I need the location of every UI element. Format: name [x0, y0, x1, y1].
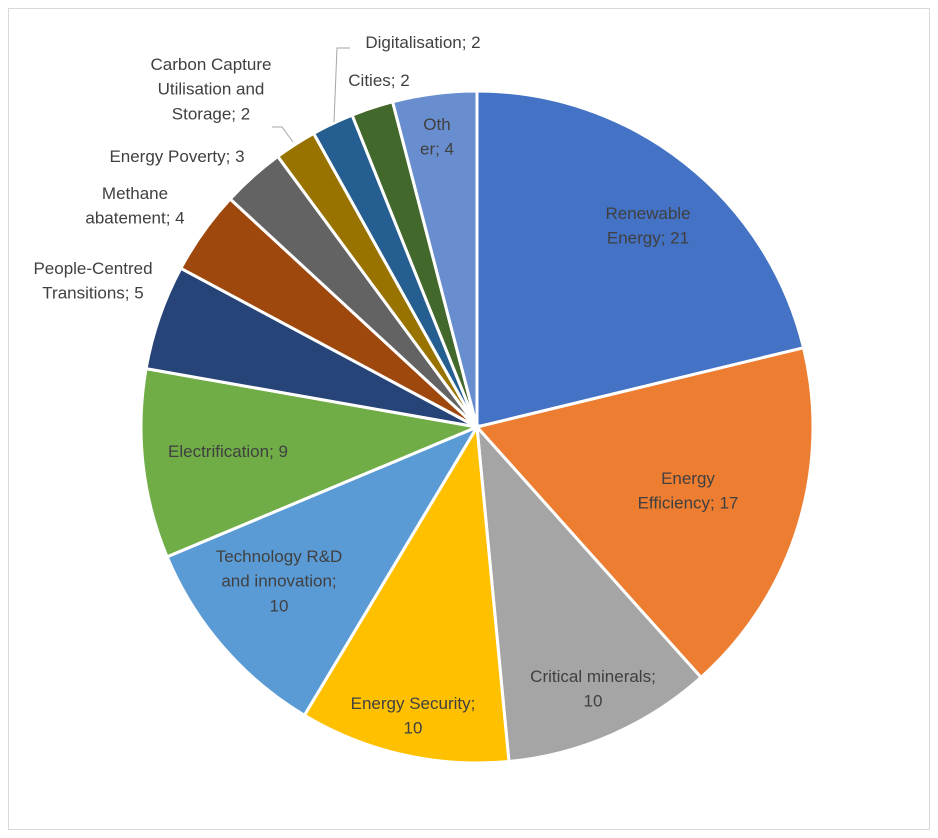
pie-slice-other — [390, 89, 479, 428]
pie-slice-electrification — [139, 366, 483, 559]
data-label-people-centred-transitions: People-Centred Transitions; 5 — [33, 259, 152, 303]
pie-slice-technology-r-d-and-innovation — [165, 423, 481, 718]
pie-slice-energy-security — [302, 422, 511, 765]
data-label-energy-poverty: Energy Poverty; 3 — [109, 147, 244, 166]
data-label-technology-r-d-and-innovation: Technology R&D and innovation; 10 — [216, 547, 343, 615]
leader-line — [272, 126, 294, 143]
pie-slice-renewable-energy — [475, 89, 806, 429]
data-label-energy-efficiency: Energy Efficiency; 17 — [638, 469, 739, 513]
data-label-other: Oth er; 4 — [420, 115, 454, 159]
data-labels: Renewable Energy; 21 Energy Efficiency; 17 C… — [33, 33, 738, 738]
data-label-digitalisation: Digitalisation; 2 — [365, 33, 480, 52]
pie-slice-energy-efficiency — [474, 345, 815, 680]
data-label-electrification: Electrification; 9 — [168, 442, 288, 461]
leader-line — [333, 47, 350, 123]
data-label-renewable-energy: Renewable Energy; 21 — [605, 204, 690, 248]
data-label-carbon-capture-utilisation-and-storage: Carbon Capture Utilisation and Storage; 2 — [151, 55, 272, 123]
pie-slices — [139, 89, 815, 765]
pie-slice-critical-minerals — [475, 422, 704, 764]
data-label-cities: Cities; 2 — [348, 71, 409, 90]
leader-lines — [272, 47, 350, 143]
data-label-methane-abatement: Methane abatement; 4 — [85, 184, 184, 228]
data-label-critical-minerals: Critical minerals; 10 — [530, 667, 656, 711]
data-label-energy-security: Energy Security; 10 — [351, 694, 476, 738]
